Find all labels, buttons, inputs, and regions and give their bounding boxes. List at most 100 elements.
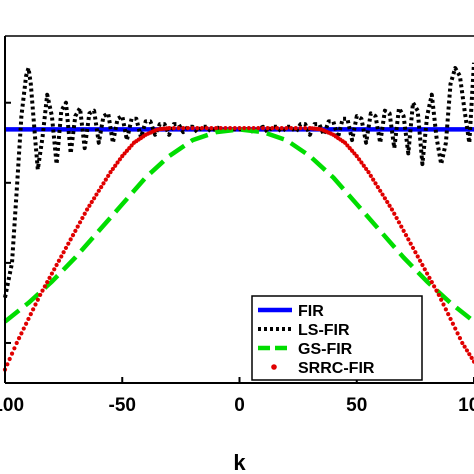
srrc-point: [223, 125, 228, 131]
srrc-point: [45, 280, 50, 285]
srrc-point: [54, 262, 59, 268]
srrc-point: [59, 254, 64, 259]
srrc-point: [399, 224, 404, 229]
srrc-point: [61, 250, 66, 255]
srrc-point: [464, 348, 470, 353]
series-srrc-fir: [2, 125, 474, 372]
x-tick-label: 50: [346, 395, 367, 416]
srrc-point: [190, 125, 195, 131]
srrc-point: [218, 125, 223, 131]
legend-item-ls-fir: LS-FIR: [258, 322, 350, 339]
srrc-point: [284, 125, 289, 131]
srrc-point: [77, 220, 83, 225]
srrc-point: [439, 297, 444, 302]
srrc-point: [106, 173, 111, 178]
legend-item-fir: FIR: [258, 303, 324, 320]
srrc-point: [52, 267, 57, 272]
srrc-point: [364, 166, 369, 172]
srrc-point: [21, 326, 26, 331]
legend-swatch: [271, 364, 277, 370]
srrc-point: [24, 321, 29, 326]
srrc-point: [436, 292, 441, 298]
srrc-point: [279, 125, 284, 131]
srrc-point: [441, 302, 446, 307]
srrc-point: [361, 163, 366, 168]
srrc-point: [40, 288, 45, 293]
srrc-point: [434, 288, 439, 293]
srrc-point: [47, 275, 52, 280]
srrc-point: [274, 125, 280, 131]
srrc-point: [303, 125, 308, 131]
srrc-point: [56, 258, 62, 263]
x-tick-label: -100: [0, 395, 24, 416]
srrc-point: [450, 321, 455, 326]
srrc-point: [7, 356, 12, 362]
x-axis-label: k: [233, 450, 246, 474]
srrc-point: [75, 224, 80, 229]
srrc-point: [415, 254, 420, 259]
srrc-point: [427, 275, 432, 280]
legend-item-gs-fir: GS-FIR: [258, 341, 353, 358]
srrc-point: [237, 125, 242, 131]
srrc-point: [113, 163, 118, 168]
srrc-point: [288, 125, 294, 131]
srrc-point: [394, 215, 399, 221]
srrc-point: [68, 237, 73, 242]
srrc-point: [432, 284, 437, 289]
srrc-point: [429, 280, 434, 285]
x-tick-label: 0: [234, 395, 245, 416]
srrc-point: [33, 302, 38, 307]
srrc-point: [49, 271, 55, 276]
srrc-point: [171, 125, 176, 131]
srrc-point: [66, 241, 71, 246]
srrc-point: [16, 336, 22, 341]
srrc-point: [460, 340, 465, 346]
srrc-point: [422, 267, 427, 272]
srrc-point: [368, 173, 373, 178]
srrc-point: [392, 211, 397, 216]
legend-label: SRRC-FIR: [298, 360, 375, 377]
srrc-point: [89, 199, 94, 205]
srrc-point: [73, 228, 78, 233]
srrc-point: [298, 125, 303, 131]
srrc-point: [14, 340, 19, 346]
srrc-point: [63, 245, 69, 251]
srrc-point: [232, 125, 237, 131]
srrc-point: [28, 312, 33, 317]
srrc-point: [115, 160, 120, 165]
srrc-point: [380, 192, 385, 197]
srrc-point: [92, 196, 97, 201]
srrc-point: [265, 125, 270, 131]
srrc-point: [228, 125, 233, 131]
srrc-point: [471, 359, 474, 364]
srrc-point: [38, 292, 43, 298]
srrc-point: [389, 207, 395, 212]
legend-label: LS-FIR: [298, 322, 350, 339]
srrc-point: [195, 125, 200, 131]
series-gs-fir: [3, 127, 474, 324]
srrc-point: [176, 125, 181, 131]
legend-label: GS-FIR: [298, 341, 353, 358]
srrc-point: [19, 331, 24, 336]
legend: FIR LS-FIR GS-FIR SRRC-FIR: [251, 295, 423, 381]
srrc-point: [406, 237, 411, 242]
srrc-point: [359, 160, 364, 165]
srrc-point: [70, 233, 76, 238]
srrc-point: [448, 316, 453, 322]
srrc-point: [403, 233, 409, 238]
srrc-point: [387, 203, 392, 208]
srrc-point: [408, 241, 413, 246]
srrc-point: [99, 184, 104, 190]
srrc-point: [446, 312, 451, 317]
srrc-point: [270, 125, 275, 131]
srrc-point: [366, 170, 371, 175]
srrc-point: [417, 258, 423, 263]
srrc-point: [213, 125, 219, 131]
srrc-point: [420, 262, 425, 268]
srrc-point: [469, 355, 474, 361]
srrc-point: [413, 250, 418, 255]
srrc-point: [385, 199, 390, 205]
srrc-point: [401, 228, 406, 233]
x-tick-label: 100: [458, 395, 474, 416]
srrc-point: [204, 125, 209, 131]
